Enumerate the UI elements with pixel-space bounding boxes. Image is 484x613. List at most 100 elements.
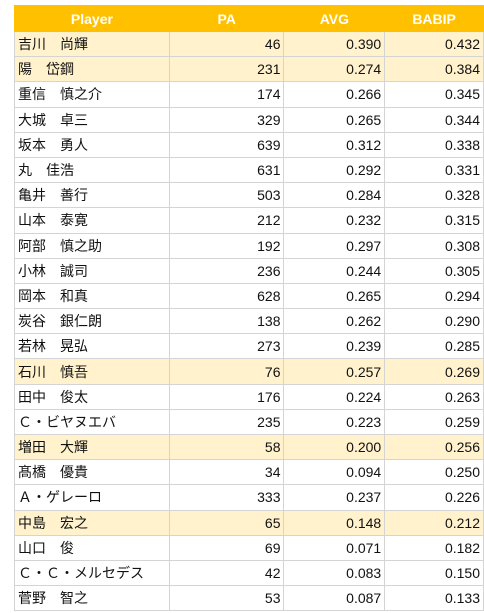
cell-babip[interactable]: 0.290 — [384, 308, 484, 335]
cell-pa[interactable]: 628 — [168, 282, 285, 310]
cell-babip[interactable]: 0.263 — [384, 383, 484, 410]
cell-player[interactable]: 田中 俊太 — [14, 383, 170, 410]
cell-avg[interactable]: 0.094 — [283, 459, 386, 486]
cell-babip[interactable]: 0.328 — [384, 182, 484, 209]
cell-player[interactable]: Ａ・ゲレーロ — [14, 484, 170, 511]
cell-babip[interactable]: 0.250 — [384, 459, 484, 486]
cell-pa[interactable]: 212 — [168, 207, 285, 234]
cell-avg[interactable]: 0.266 — [283, 81, 386, 108]
cell-player[interactable]: 陽 岱鋼 — [14, 56, 170, 83]
cell-avg[interactable]: 0.087 — [283, 585, 386, 612]
cell-player[interactable]: Ｃ・Ｃ・メルセデス — [14, 559, 170, 587]
cell-pa[interactable]: 631 — [168, 156, 285, 184]
cell-player[interactable]: 髙橋 優貴 — [14, 459, 170, 486]
cell-pa[interactable]: 329 — [168, 106, 285, 133]
cell-pa[interactable]: 34 — [168, 459, 285, 486]
cell-babip[interactable]: 0.331 — [384, 156, 484, 184]
cell-avg[interactable]: 0.265 — [283, 106, 386, 133]
cell-avg[interactable]: 0.239 — [283, 333, 386, 360]
cell-babip[interactable]: 0.269 — [384, 358, 484, 385]
cell-pa[interactable]: 236 — [168, 257, 285, 284]
cell-player[interactable]: Ｃ・ビヤヌエバ — [14, 408, 170, 436]
cell-player[interactable]: 丸 佳浩 — [14, 156, 170, 184]
cell-pa[interactable]: 192 — [168, 232, 285, 259]
cell-avg[interactable]: 0.223 — [283, 408, 386, 436]
header-cell-pa[interactable]: PA — [168, 5, 285, 32]
cell-avg[interactable]: 0.083 — [283, 559, 386, 587]
cell-pa[interactable]: 46 — [168, 30, 285, 58]
cell-pa[interactable]: 333 — [168, 484, 285, 511]
cell-babip[interactable]: 0.285 — [384, 333, 484, 360]
cell-player[interactable]: 炭谷 銀仁朗 — [14, 308, 170, 335]
cell-babip[interactable]: 0.344 — [384, 106, 484, 133]
cell-babip[interactable]: 0.133 — [384, 585, 484, 612]
cell-babip[interactable]: 0.308 — [384, 232, 484, 259]
cell-avg[interactable]: 0.237 — [283, 484, 386, 511]
cell-pa[interactable]: 176 — [168, 383, 285, 410]
cell-avg[interactable]: 0.071 — [283, 534, 386, 561]
cell-babip[interactable]: 0.182 — [384, 534, 484, 561]
cell-babip[interactable]: 0.384 — [384, 56, 484, 83]
cell-pa[interactable]: 231 — [168, 56, 285, 83]
cell-pa[interactable]: 53 — [168, 585, 285, 612]
cell-pa[interactable]: 138 — [168, 308, 285, 335]
cell-avg[interactable]: 0.224 — [283, 383, 386, 410]
cell-pa[interactable]: 174 — [168, 81, 285, 108]
header-cell-babip[interactable]: BABIP — [384, 5, 484, 32]
cell-babip[interactable]: 0.338 — [384, 131, 484, 158]
cell-pa[interactable]: 639 — [168, 131, 285, 158]
cell-babip[interactable]: 0.432 — [384, 30, 484, 58]
cell-babip[interactable]: 0.305 — [384, 257, 484, 284]
cell-player[interactable]: 小林 誠司 — [14, 257, 170, 284]
cell-pa[interactable]: 235 — [168, 408, 285, 436]
cell-babip[interactable]: 0.226 — [384, 484, 484, 511]
cell-avg[interactable]: 0.265 — [283, 282, 386, 310]
cell-avg[interactable]: 0.232 — [283, 207, 386, 234]
cell-babip[interactable]: 0.256 — [384, 433, 484, 461]
cell-babip[interactable]: 0.212 — [384, 509, 484, 536]
cell-player[interactable]: 山本 泰寛 — [14, 207, 170, 234]
cell-player[interactable]: 若林 晃弘 — [14, 333, 170, 360]
cell-avg[interactable]: 0.262 — [283, 308, 386, 335]
cell-pa[interactable]: 273 — [168, 333, 285, 360]
cell-player[interactable]: 吉川 尚輝 — [14, 30, 170, 58]
cell-pa[interactable]: 65 — [168, 509, 285, 536]
header-row: Player PA AVG BABIP — [14, 5, 484, 32]
cell-avg[interactable]: 0.390 — [283, 30, 386, 58]
cell-player[interactable]: 大城 卓三 — [14, 106, 170, 133]
cell-avg[interactable]: 0.297 — [283, 232, 386, 259]
cell-pa[interactable]: 58 — [168, 433, 285, 461]
cell-avg[interactable]: 0.244 — [283, 257, 386, 284]
cell-avg[interactable]: 0.312 — [283, 131, 386, 158]
cell-avg[interactable]: 0.200 — [283, 433, 386, 461]
cell-player[interactable]: 重信 慎之介 — [14, 81, 170, 108]
cell-player[interactable]: 山口 俊 — [14, 534, 170, 561]
header-cell-player[interactable]: Player — [14, 5, 170, 32]
cell-player[interactable]: 増田 大輝 — [14, 433, 170, 461]
cell-player[interactable]: 岡本 和真 — [14, 282, 170, 310]
table-row: 若林 晃弘 273 0.239 0.285 — [14, 333, 484, 360]
cell-avg[interactable]: 0.148 — [283, 509, 386, 536]
table-row: 重信 慎之介 174 0.266 0.345 — [14, 81, 484, 108]
cell-pa[interactable]: 503 — [168, 182, 285, 209]
cell-avg[interactable]: 0.292 — [283, 156, 386, 184]
table-row: 炭谷 銀仁朗 138 0.262 0.290 — [14, 308, 484, 335]
cell-babip[interactable]: 0.259 — [384, 408, 484, 436]
cell-pa[interactable]: 42 — [168, 559, 285, 587]
header-cell-avg[interactable]: AVG — [283, 5, 386, 32]
cell-player[interactable]: 亀井 善行 — [14, 182, 170, 209]
cell-player[interactable]: 菅野 智之 — [14, 585, 170, 612]
cell-avg[interactable]: 0.284 — [283, 182, 386, 209]
cell-babip[interactable]: 0.150 — [384, 559, 484, 587]
cell-avg[interactable]: 0.274 — [283, 56, 386, 83]
cell-pa[interactable]: 76 — [168, 358, 285, 385]
cell-player[interactable]: 阿部 慎之助 — [14, 232, 170, 259]
cell-player[interactable]: 中島 宏之 — [14, 509, 170, 536]
cell-player[interactable]: 石川 慎吾 — [14, 358, 170, 385]
cell-pa[interactable]: 69 — [168, 534, 285, 561]
cell-avg[interactable]: 0.257 — [283, 358, 386, 385]
cell-babip[interactable]: 0.315 — [384, 207, 484, 234]
cell-babip[interactable]: 0.294 — [384, 282, 484, 310]
cell-player[interactable]: 坂本 勇人 — [14, 131, 170, 158]
cell-babip[interactable]: 0.345 — [384, 81, 484, 108]
